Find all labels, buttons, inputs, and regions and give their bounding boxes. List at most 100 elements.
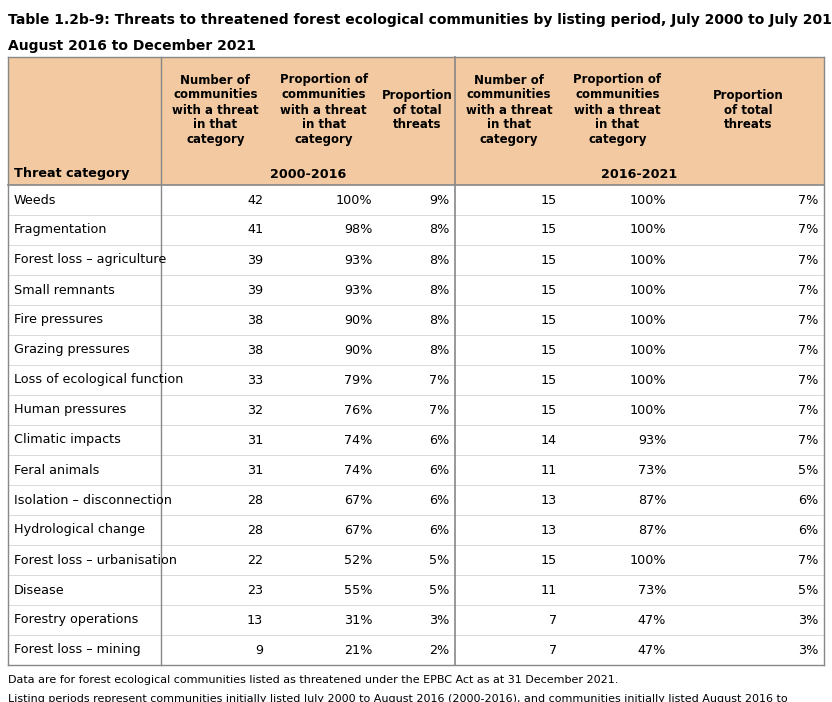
Text: 7%: 7%	[798, 343, 818, 357]
Text: 15: 15	[541, 284, 557, 296]
Text: Proportion of
communities
with a threat
in that
category: Proportion of communities with a threat …	[573, 74, 661, 147]
Text: 7%: 7%	[798, 553, 818, 567]
Text: 23: 23	[247, 583, 263, 597]
Text: 47%: 47%	[638, 644, 666, 656]
Text: Number of
communities
with a threat
in that
category: Number of communities with a threat in t…	[172, 74, 259, 147]
Text: 6%: 6%	[429, 434, 449, 446]
Text: Proportion
of total
threats: Proportion of total threats	[381, 88, 452, 131]
Text: 100%: 100%	[630, 373, 666, 387]
Text: 7%: 7%	[798, 284, 818, 296]
Text: 11: 11	[541, 463, 557, 477]
Text: 100%: 100%	[630, 404, 666, 416]
Text: 67%: 67%	[344, 494, 373, 507]
Text: August 2016 to December 2021: August 2016 to December 2021	[8, 39, 256, 53]
Text: 5%: 5%	[798, 583, 818, 597]
Text: 15: 15	[541, 343, 557, 357]
Polygon shape	[8, 575, 824, 605]
Text: Fire pressures: Fire pressures	[14, 314, 103, 326]
Text: 73%: 73%	[637, 583, 666, 597]
Text: 8%: 8%	[428, 223, 449, 237]
Text: Table 1.2b-9: Threats to threatened forest ecological communities by listing per: Table 1.2b-9: Threats to threatened fore…	[8, 13, 832, 27]
Text: 8%: 8%	[428, 284, 449, 296]
Text: 32: 32	[247, 404, 263, 416]
Text: 7%: 7%	[798, 434, 818, 446]
Text: 28: 28	[247, 494, 263, 507]
Text: 31%: 31%	[344, 614, 373, 626]
Text: 39: 39	[247, 253, 263, 267]
Text: 15: 15	[541, 223, 557, 237]
Text: 74%: 74%	[344, 434, 373, 446]
Polygon shape	[8, 57, 824, 185]
Text: 90%: 90%	[344, 314, 373, 326]
Text: Forest loss – urbanisation: Forest loss – urbanisation	[14, 553, 177, 567]
Text: 6%: 6%	[429, 463, 449, 477]
Text: Loss of ecological function: Loss of ecological function	[14, 373, 183, 387]
Text: 73%: 73%	[637, 463, 666, 477]
Polygon shape	[8, 185, 824, 215]
Text: 38: 38	[247, 343, 263, 357]
Text: Forestry operations: Forestry operations	[14, 614, 138, 626]
Text: 5%: 5%	[798, 463, 818, 477]
Text: 7%: 7%	[798, 314, 818, 326]
Text: Number of
communities
with a threat
in that
category: Number of communities with a threat in t…	[466, 74, 552, 147]
Text: 21%: 21%	[344, 644, 373, 656]
Text: 5%: 5%	[428, 553, 449, 567]
Text: 33: 33	[247, 373, 263, 387]
Text: Weeds: Weeds	[14, 194, 57, 206]
Text: Hydrological change: Hydrological change	[14, 524, 145, 536]
Text: Human pressures: Human pressures	[14, 404, 126, 416]
Text: Climatic impacts: Climatic impacts	[14, 434, 121, 446]
Polygon shape	[8, 335, 824, 365]
Text: Forest loss – mining: Forest loss – mining	[14, 644, 141, 656]
Text: 47%: 47%	[638, 614, 666, 626]
Text: 67%: 67%	[344, 524, 373, 536]
Text: Isolation – disconnection: Isolation – disconnection	[14, 494, 172, 507]
Text: Disease: Disease	[14, 583, 65, 597]
Text: 31: 31	[247, 434, 263, 446]
Polygon shape	[8, 455, 824, 485]
Text: Feral animals: Feral animals	[14, 463, 99, 477]
Text: 98%: 98%	[344, 223, 373, 237]
Text: Proportion of
communities
with a threat
in that
category: Proportion of communities with a threat …	[280, 74, 368, 147]
Text: 7%: 7%	[798, 373, 818, 387]
Polygon shape	[8, 515, 824, 545]
Text: 22: 22	[247, 553, 263, 567]
Text: 13: 13	[541, 524, 557, 536]
Text: 7: 7	[549, 614, 557, 626]
Polygon shape	[8, 365, 824, 395]
Text: 41: 41	[247, 223, 263, 237]
Text: 15: 15	[541, 373, 557, 387]
Text: 55%: 55%	[344, 583, 373, 597]
Polygon shape	[8, 395, 824, 425]
Text: 79%: 79%	[344, 373, 373, 387]
Text: 15: 15	[541, 553, 557, 567]
Text: 39: 39	[247, 284, 263, 296]
Text: Fragmentation: Fragmentation	[14, 223, 107, 237]
Text: 14: 14	[541, 434, 557, 446]
Polygon shape	[8, 545, 824, 575]
Text: 42: 42	[247, 194, 263, 206]
Text: 2%: 2%	[429, 644, 449, 656]
Text: 100%: 100%	[630, 284, 666, 296]
Text: 15: 15	[541, 253, 557, 267]
Text: Data are for forest ecological communities listed as threatened under the EPBC A: Data are for forest ecological communiti…	[8, 675, 618, 685]
Text: 100%: 100%	[630, 314, 666, 326]
Text: 15: 15	[541, 194, 557, 206]
Text: 100%: 100%	[336, 194, 373, 206]
Polygon shape	[8, 215, 824, 245]
Text: 5%: 5%	[428, 583, 449, 597]
Text: 90%: 90%	[344, 343, 373, 357]
Text: 7%: 7%	[798, 404, 818, 416]
Polygon shape	[8, 485, 824, 515]
Text: 7%: 7%	[798, 223, 818, 237]
Polygon shape	[8, 635, 824, 665]
Text: 8%: 8%	[428, 314, 449, 326]
Text: 52%: 52%	[344, 553, 373, 567]
Text: 2016-2021: 2016-2021	[602, 168, 678, 180]
Polygon shape	[8, 245, 824, 275]
Text: 93%: 93%	[638, 434, 666, 446]
Text: 7%: 7%	[428, 404, 449, 416]
Text: 93%: 93%	[344, 284, 373, 296]
Text: 13: 13	[541, 494, 557, 507]
Text: 13: 13	[247, 614, 263, 626]
